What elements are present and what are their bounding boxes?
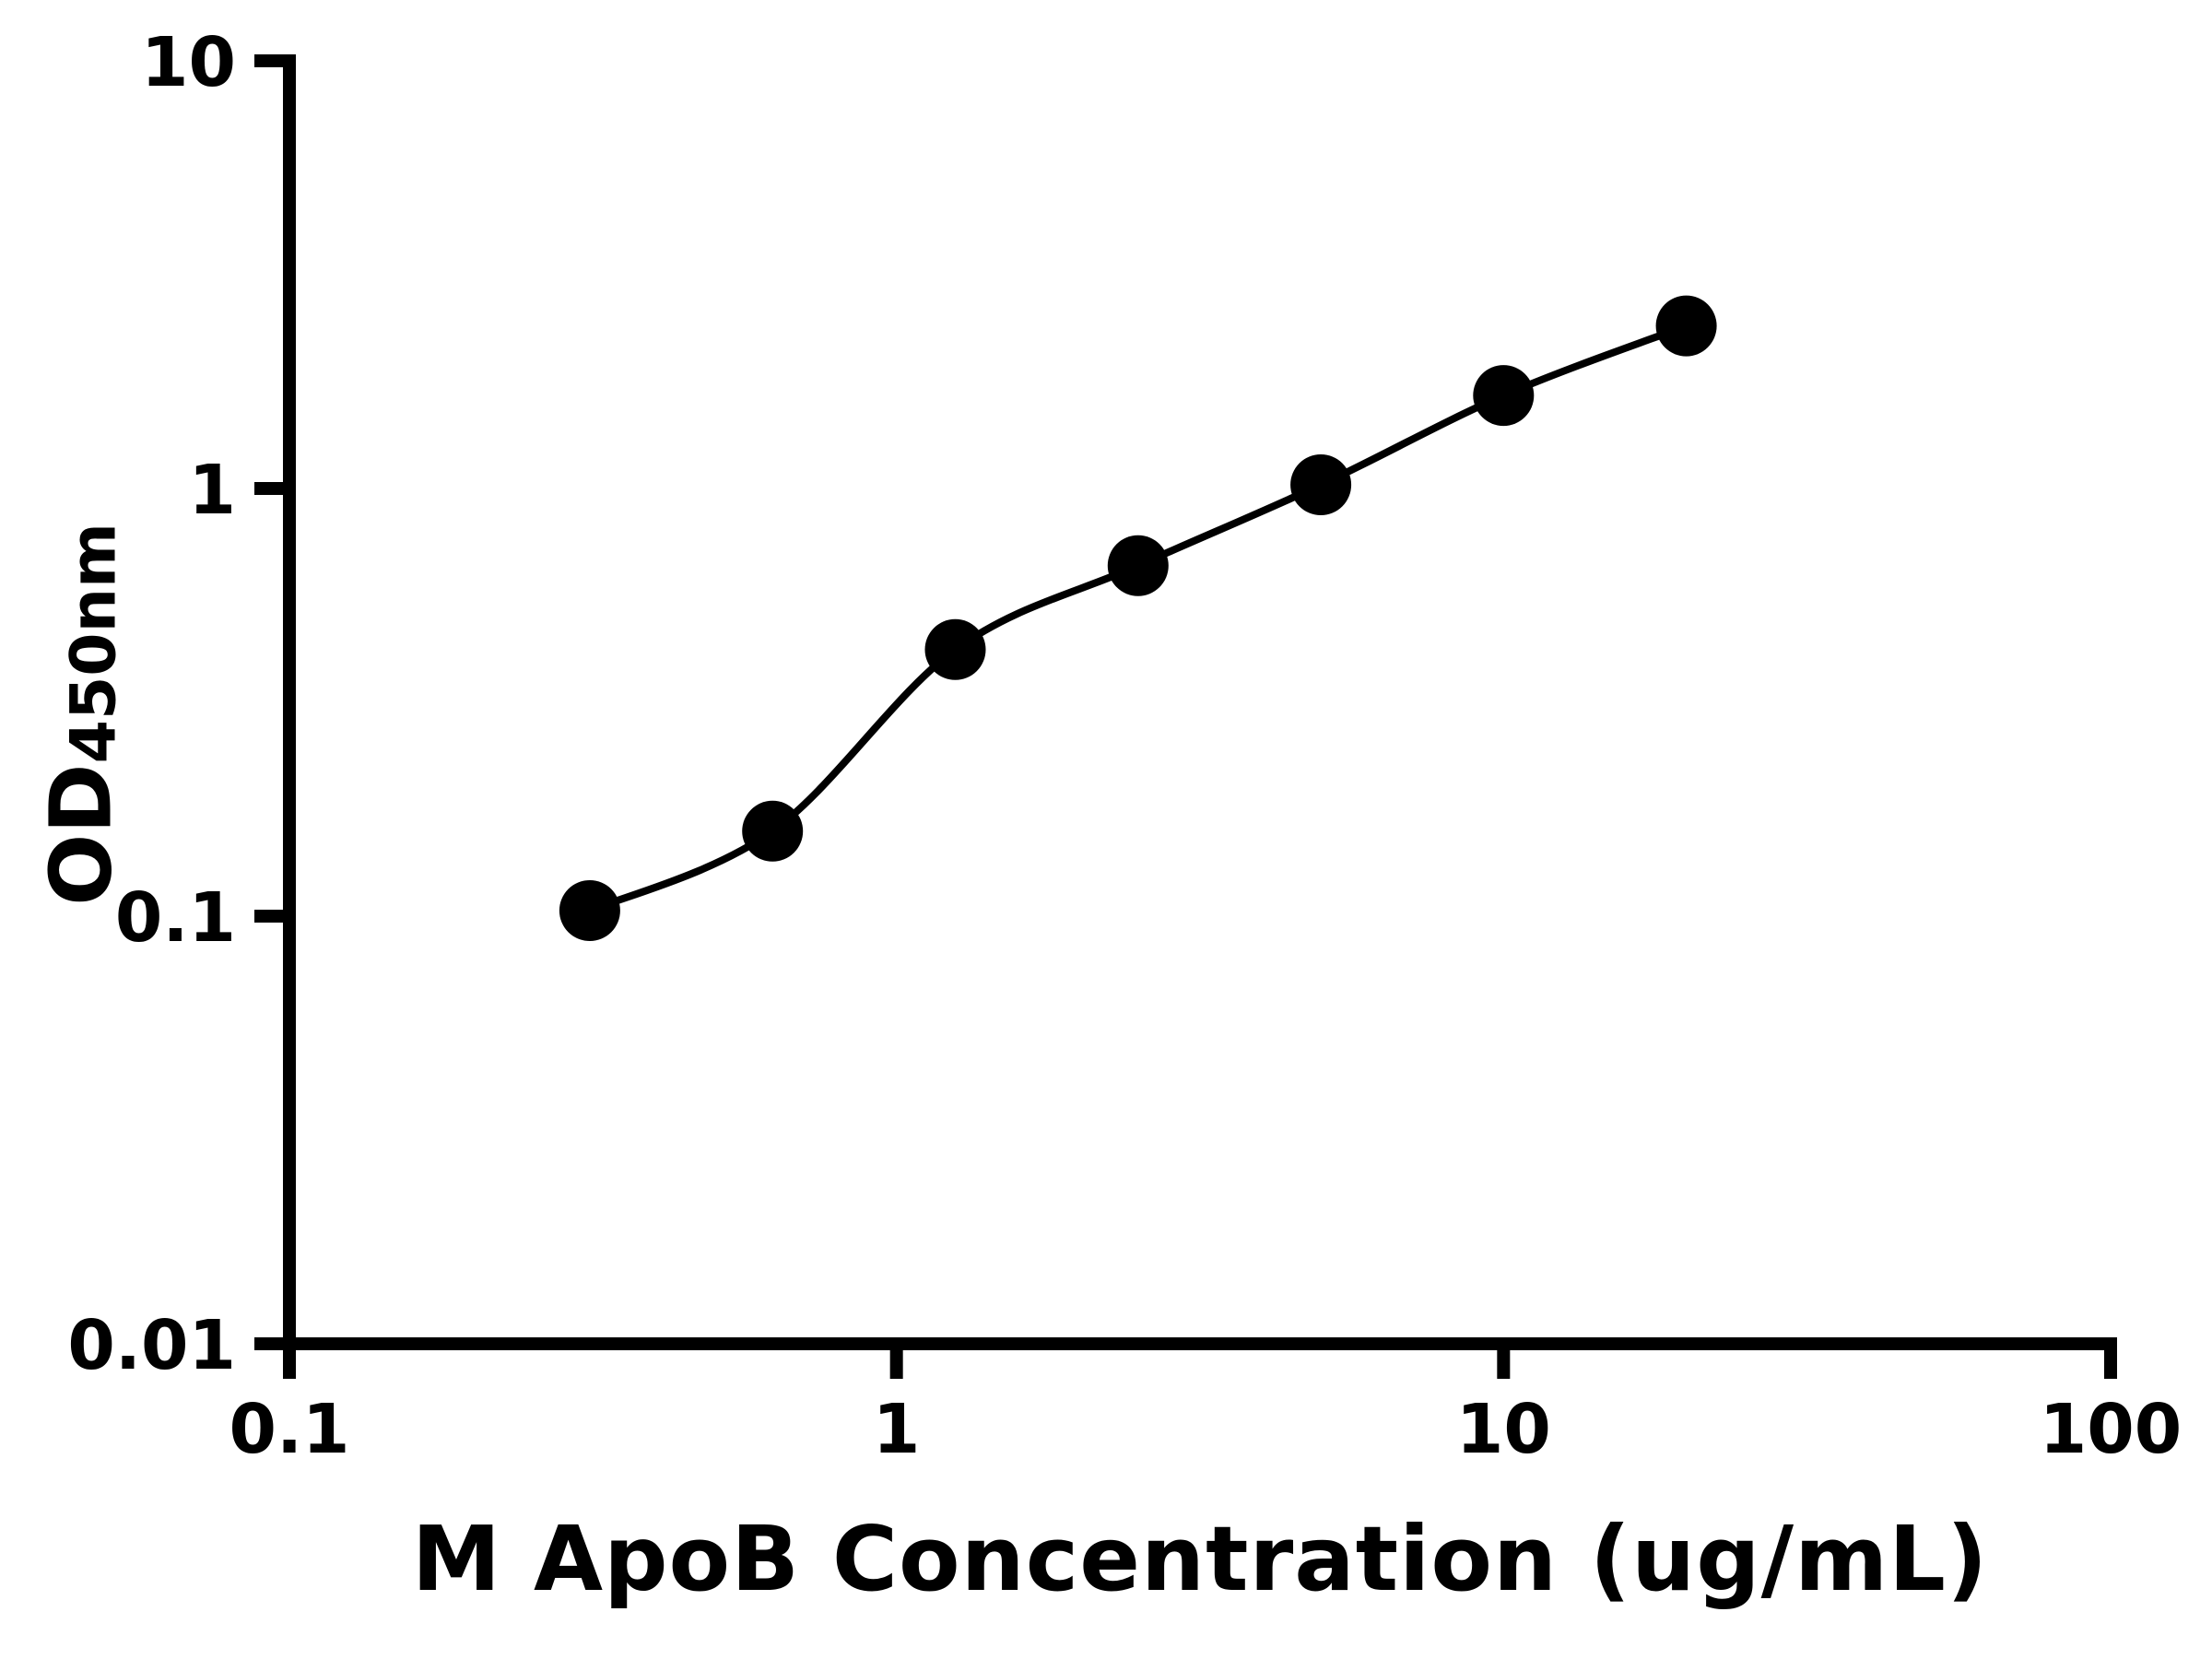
x-axis-tick-label: 0.1 [229,1390,349,1469]
y-axis-title-main: OD [31,763,131,906]
y-axis-title: OD450nm [32,523,131,906]
x-axis-title: M ApoB Concentration (ug/mL) [411,1507,1989,1611]
data-point [1107,535,1169,596]
y-axis-tick-label: 1 [189,451,237,530]
axis-spine [283,54,2117,1350]
y-axis-tick-label: 0.01 [67,1306,236,1385]
x-axis-tick-label: 10 [1456,1390,1551,1469]
x-axis-tick-label: 100 [2040,1390,2182,1469]
x-axis-tick-label: 1 [873,1390,921,1469]
y-axis-tick-label: 0.1 [115,878,236,958]
data-point [924,618,986,680]
data-point [742,800,804,862]
data-point [559,880,620,941]
y-axis-tick-label: 10 [141,23,236,102]
data-point [1290,454,1352,515]
y-axis-title-subscript: 450nm [57,523,131,764]
data-point [1473,365,1535,427]
data-point [1655,295,1717,357]
